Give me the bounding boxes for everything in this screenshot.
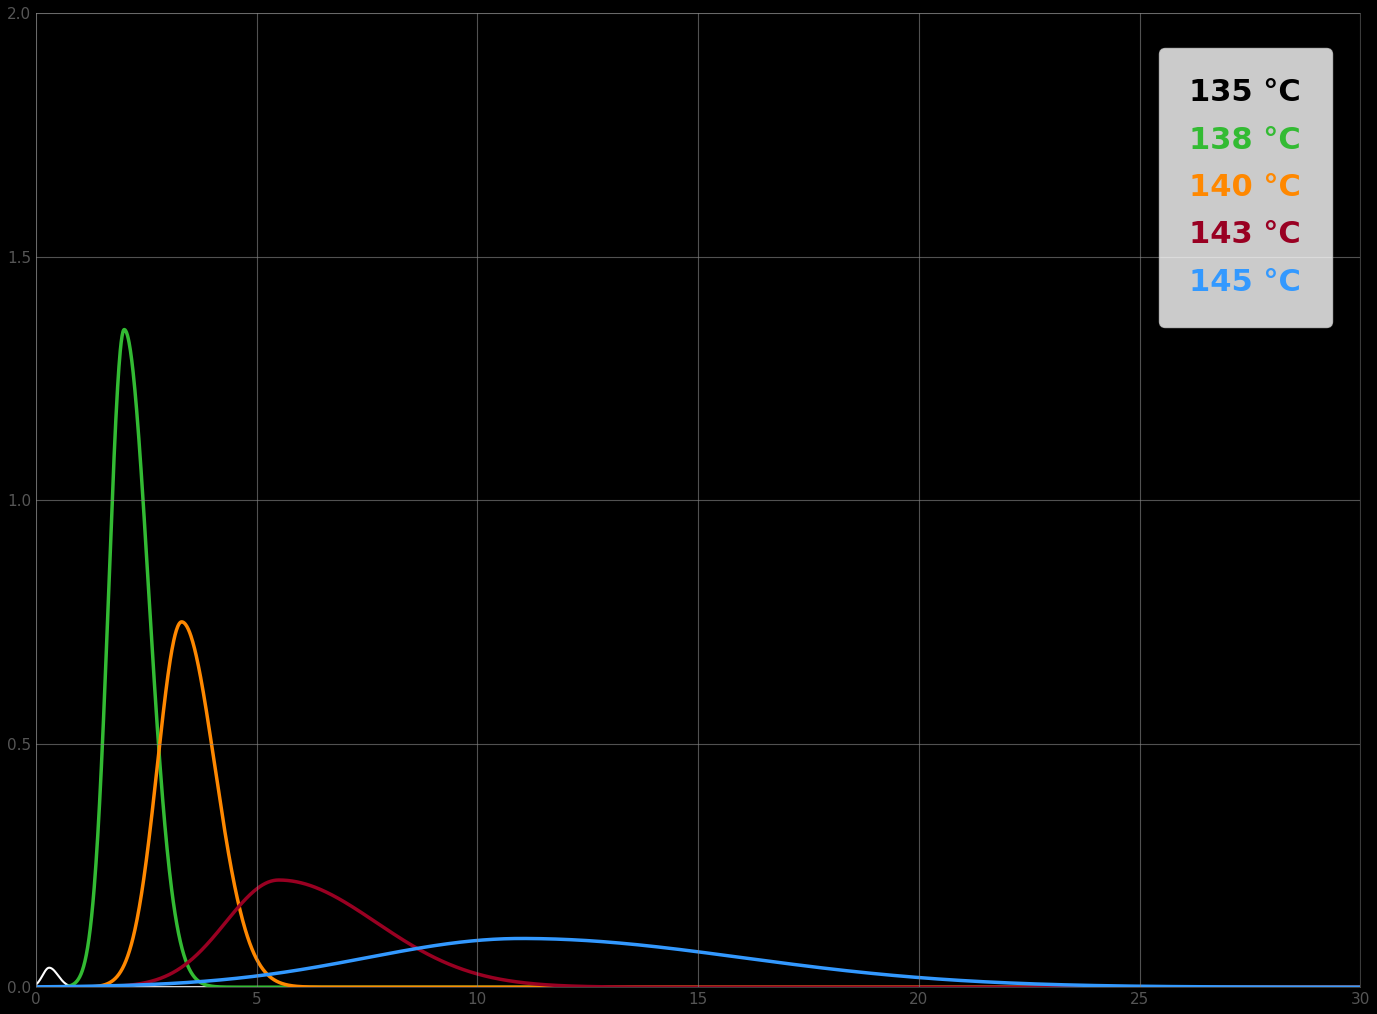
140 °C: [1326, 982, 1343, 994]
145 °C: [28, 981, 44, 993]
145 °C: [536, 933, 552, 945]
135 °C: [593, 982, 610, 994]
140 °C: [1352, 982, 1369, 994]
143 °C: [179, 957, 196, 969]
145 °C: [514, 933, 530, 945]
145 °C: [257, 968, 274, 981]
Line: 138 °C: 138 °C: [36, 330, 1360, 988]
Line: 145 °C: 145 °C: [36, 939, 1360, 988]
145 °C: [1326, 982, 1343, 994]
143 °C: [1184, 982, 1201, 994]
145 °C: [593, 936, 610, 948]
138 °C: [1184, 982, 1201, 994]
138 °C: [1327, 982, 1344, 994]
Legend: 135 °C, 138 °C, 140 °C, 143 °C, 145 °C: 135 °C, 138 °C, 140 °C, 143 °C, 145 °C: [1159, 48, 1332, 328]
145 °C: [179, 976, 196, 989]
140 °C: [1184, 982, 1201, 994]
143 °C: [270, 874, 286, 886]
143 °C: [28, 982, 44, 994]
143 °C: [257, 877, 274, 889]
145 °C: [1352, 982, 1369, 994]
138 °C: [1352, 982, 1369, 994]
138 °C: [1053, 982, 1070, 994]
135 °C: [381, 982, 398, 994]
Line: 143 °C: 143 °C: [36, 880, 1360, 988]
Line: 135 °C: 135 °C: [36, 967, 1360, 988]
135 °C: [28, 979, 44, 991]
135 °C: [1327, 982, 1344, 994]
140 °C: [257, 967, 274, 980]
135 °C: [537, 982, 554, 994]
138 °C: [116, 323, 132, 336]
140 °C: [28, 982, 44, 994]
138 °C: [257, 982, 274, 994]
140 °C: [536, 982, 552, 994]
135 °C: [257, 982, 274, 994]
135 °C: [41, 961, 58, 973]
135 °C: [1184, 982, 1201, 994]
143 °C: [1326, 982, 1343, 994]
135 °C: [179, 982, 196, 994]
145 °C: [1184, 981, 1201, 993]
143 °C: [593, 981, 610, 993]
135 °C: [1352, 982, 1369, 994]
143 °C: [1352, 982, 1369, 994]
140 °C: [174, 615, 190, 628]
138 °C: [536, 982, 552, 994]
140 °C: [593, 982, 610, 994]
138 °C: [179, 959, 196, 971]
140 °C: [179, 622, 196, 634]
138 °C: [593, 982, 610, 994]
138 °C: [28, 982, 44, 994]
Line: 140 °C: 140 °C: [36, 622, 1360, 988]
143 °C: [536, 979, 552, 991]
